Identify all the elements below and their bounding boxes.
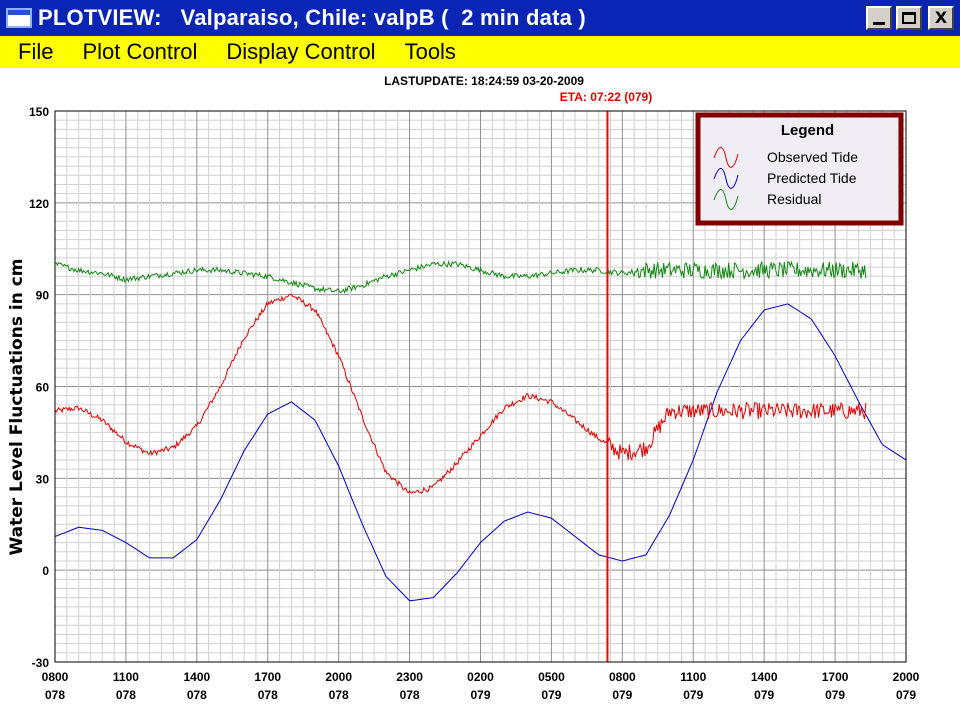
x-tick-day-label: 079: [470, 688, 490, 702]
legend-residual-label: Residual: [767, 191, 821, 207]
legend-observed-label: Observed Tide: [767, 149, 858, 165]
y-tick-label: 0: [42, 564, 49, 578]
x-tick-time-label: 1700: [254, 670, 281, 684]
x-tick-day-label: 078: [187, 688, 207, 702]
x-tick-day-label: 078: [329, 688, 349, 702]
menu-file[interactable]: File: [18, 39, 54, 64]
x-tick-time-label: 2000: [325, 670, 352, 684]
window-controls: X: [866, 6, 954, 30]
plot-frame: [54, 110, 907, 663]
y-axis-label: Water Level Fluctuations in cm: [7, 258, 27, 555]
x-tick-day-label: 079: [612, 688, 632, 702]
x-tick-day-label: 078: [258, 688, 278, 702]
x-tick-time-label: 1100: [680, 670, 706, 684]
x-tick-day-label: 079: [754, 688, 774, 702]
app-window-icon: [6, 8, 32, 28]
x-tick-day-label: 079: [683, 688, 703, 702]
legend: Legend Observed Tide Predicted Tide Residua…: [695, 112, 904, 226]
predicted-tide-line: [54, 303, 907, 602]
legend-observed-swatch: [713, 147, 739, 168]
x-tick-day-label: 079: [896, 688, 916, 702]
series-layer: [54, 111, 907, 662]
observed-tide-line: [54, 293, 867, 494]
close-button[interactable]: X: [928, 6, 954, 30]
y-tick-label: 150: [29, 105, 49, 119]
x-tick-time-label: 1700: [822, 670, 849, 684]
minimize-icon: [873, 21, 885, 25]
x-tick-time-label: 2000: [893, 670, 920, 684]
eta-text: ETA: 07:22 (079): [560, 90, 652, 104]
residual-line: [54, 259, 867, 295]
maximize-icon: [902, 12, 916, 24]
x-tick-day-label: 079: [541, 688, 561, 702]
x-tick-day-label: 078: [400, 688, 420, 702]
x-tick-day-label: 078: [116, 688, 136, 702]
x-tick-day-label: 079: [825, 688, 845, 702]
title-bar[interactable]: PLOTVIEW: Valparaiso, Chile: valpB ( 2 m…: [0, 0, 960, 36]
tide-chart: LASTUPDATE: 18:24:59 03-20-2009 ETA: 07:…: [7, 74, 920, 702]
axis-layer: -30 0 30 60 90 120 150 0800 078 1100 078 1400 078 170…: [29, 105, 920, 702]
y-tick-label: -30: [32, 656, 50, 670]
y-tick-label: 30: [36, 472, 50, 486]
legend-predicted-label: Predicted Tide: [767, 170, 857, 186]
maximize-button[interactable]: [896, 6, 922, 30]
x-tick-time-label: 1400: [751, 670, 778, 684]
menu-bar: File Plot Control Display Control Tools: [0, 36, 960, 68]
y-tick-label: 90: [36, 289, 50, 303]
x-tick-time-label: 2300: [396, 670, 423, 684]
x-tick-time-label: 0500: [538, 670, 565, 684]
x-tick-time-label: 0200: [467, 670, 494, 684]
y-tick-label: 120: [29, 197, 49, 211]
x-tick-day-label: 078: [45, 688, 65, 702]
x-tick-time-label: 1400: [183, 670, 210, 684]
y-tick-label: 60: [36, 381, 50, 395]
minimize-button[interactable]: [866, 6, 892, 30]
legend-box: [695, 112, 904, 226]
x-tick-time-label: 0800: [42, 670, 69, 684]
x-tick-time-label: 1100: [113, 670, 139, 684]
legend-title: Legend: [781, 122, 834, 139]
legend-predicted-swatch: [713, 168, 739, 189]
x-tick-time-label: 0800: [609, 670, 636, 684]
close-icon: X: [934, 8, 948, 27]
legend-residual-swatch: [713, 189, 739, 210]
menu-tools[interactable]: Tools: [404, 39, 456, 64]
last-update-text: LASTUPDATE: 18:24:59 03-20-2009: [384, 74, 584, 88]
window-title: PLOTVIEW: Valparaiso, Chile: valpB ( 2 m…: [38, 5, 586, 30]
menu-plot-control[interactable]: Plot Control: [82, 39, 198, 64]
plot-area: LASTUPDATE: 18:24:59 03-20-2009 ETA: 07:…: [0, 68, 960, 709]
menu-display-control[interactable]: Display Control: [226, 39, 376, 64]
